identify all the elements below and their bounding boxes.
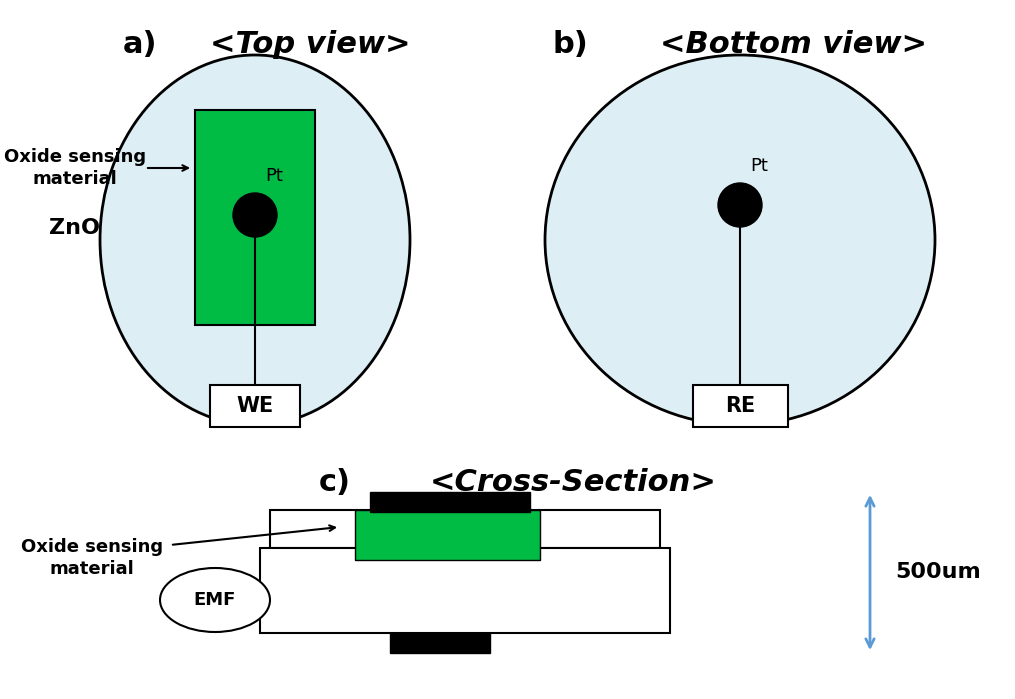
Circle shape [233,193,277,237]
Text: b): b) [552,30,588,59]
Ellipse shape [100,55,410,425]
Bar [390,633,490,653]
Ellipse shape [160,568,270,632]
Text: <Top view>: <Top view> [210,30,410,59]
Text: RE: RE [726,396,755,416]
Bar [260,548,670,633]
Bar [693,385,788,427]
Bar [355,510,540,560]
Text: EMF: EMF [194,591,236,609]
Circle shape [718,183,762,227]
Text: Pt: Pt [750,157,768,175]
Text: <Cross-Section>: <Cross-Section> [430,468,717,497]
Text: 500um: 500um [895,562,980,582]
Text: a): a) [123,30,157,59]
Ellipse shape [545,55,935,425]
Bar [270,510,660,548]
Text: Pt: Pt [265,167,283,185]
Text: Oxide sensing
material: Oxide sensing material [4,148,146,188]
Text: WE: WE [236,396,274,416]
Text: ZnO: ZnO [50,218,100,238]
Bar [210,385,300,427]
Text: <Bottom view>: <Bottom view> [660,30,927,59]
Bar [370,492,530,512]
Text: c): c) [319,468,351,497]
Bar [195,110,315,325]
Text: Oxide sensing
material: Oxide sensing material [21,538,163,578]
